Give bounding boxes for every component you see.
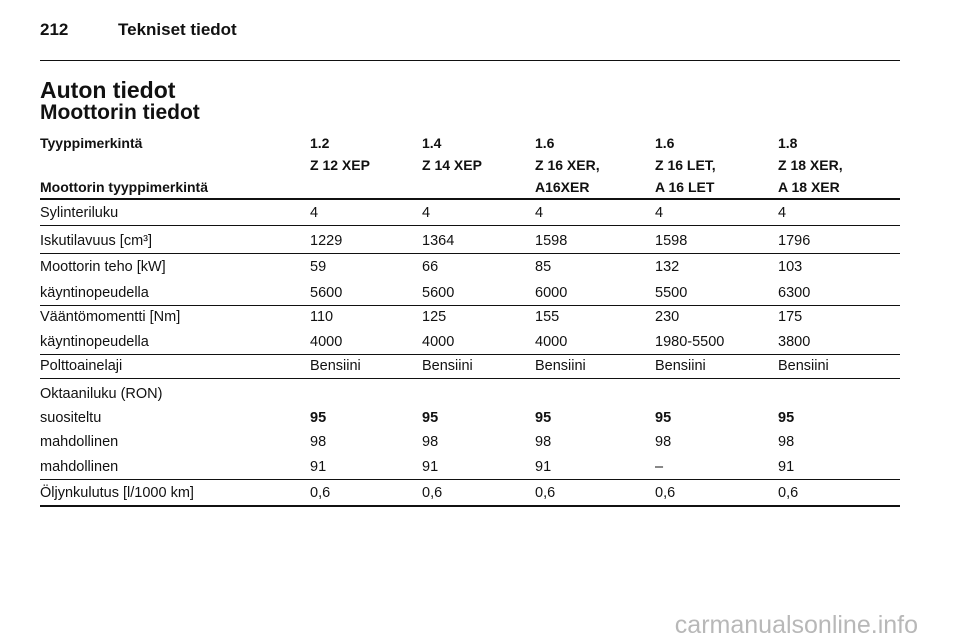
table-cell: 0,6 [535, 485, 556, 501]
table-cell: 95 [535, 410, 552, 426]
table-cell: 4000 [535, 334, 568, 350]
table-cell: 98 [310, 434, 327, 450]
table-cell: 6300 [778, 285, 811, 301]
row-label: Vääntömomentti [Nm] [40, 309, 181, 325]
table-cell: 1364 [422, 233, 455, 249]
table-header: 1.4 [422, 135, 442, 151]
engine-code: Z 18 XER, A 18 XER [778, 157, 843, 195]
table-cell: 175 [778, 309, 803, 325]
table-header: Moottorin tyyppimerkintä [40, 179, 209, 195]
table-cell: 132 [655, 259, 680, 275]
table-cell: 91 [778, 459, 795, 475]
table-cell: 1229 [310, 233, 343, 249]
table-cell: 0,6 [655, 485, 676, 501]
table-cell: 91 [422, 459, 439, 475]
table-cell: 98 [778, 434, 795, 450]
title: Auton tiedot [40, 77, 176, 103]
table-rule [40, 225, 900, 226]
table-header: 1.6 [655, 135, 675, 151]
table-rule [40, 198, 900, 200]
table-rule [40, 305, 900, 306]
table-rule [40, 505, 900, 507]
section-title: Tekniset tiedot [118, 20, 237, 39]
table-header: 1.8 [778, 135, 798, 151]
table-cell: 4 [655, 205, 664, 221]
table-header: 1.2 [310, 135, 330, 151]
table-cell: 5500 [655, 285, 688, 301]
table-cell: Bensiini [778, 358, 829, 374]
table-rule [40, 479, 900, 480]
table-cell: 103 [778, 259, 803, 275]
page-number: 212 [40, 20, 69, 39]
table-cell: 0,6 [422, 485, 443, 501]
engine-code: Z 16 LET, A 16 LET [655, 157, 716, 195]
table-cell: 98 [535, 434, 552, 450]
header-rule [40, 60, 900, 61]
table-cell: 4000 [422, 334, 455, 350]
table-cell: 5600 [422, 285, 455, 301]
table-cell: 4 [422, 205, 431, 221]
table-cell: 5600 [310, 285, 343, 301]
table-cell: 110 [310, 309, 334, 325]
table-cell: 95 [310, 410, 327, 426]
engine-code: Z 16 XER, A16XER [535, 157, 600, 195]
table-cell: 4 [535, 205, 544, 221]
table-cell: 155 [535, 309, 560, 325]
row-label: mahdollinen [40, 459, 119, 475]
table-rule [40, 354, 900, 355]
row-label: suositeltu [40, 410, 102, 426]
row-label: käyntinopeudella [40, 334, 149, 350]
table-cell: 91 [535, 459, 552, 475]
watermark: carmanualsonline.info [674, 611, 918, 639]
table-cell: 125 [422, 309, 447, 325]
row-label: Sylinteriluku [40, 205, 119, 221]
table-rule [40, 378, 900, 379]
table-cell: Bensiini [655, 358, 706, 374]
table-cell: 66 [422, 259, 439, 275]
table-header: Tyyppimerkintä [40, 135, 143, 151]
table-cell: 85 [535, 259, 552, 275]
table-cell: 230 [655, 309, 680, 325]
table-cell: 3800 [778, 334, 811, 350]
row-label: Iskutilavuus [cm³] [40, 233, 152, 249]
row-label: Öljynkulutus [l/1000 km] [40, 485, 194, 501]
row-label: käyntinopeudella [40, 285, 149, 301]
table-cell: 1598 [535, 233, 568, 249]
table-cell: 4 [310, 205, 319, 221]
subtitle: Moottorin tiedot [40, 101, 200, 124]
table-rule [40, 253, 900, 254]
row-label: mahdollinen [40, 434, 119, 450]
table-cell: 98 [422, 434, 439, 450]
row-label: Oktaaniluku (RON) [40, 386, 163, 402]
table-cell: – [655, 459, 664, 475]
table-cell: 1980-5500 [655, 334, 725, 350]
table-cell: 4 [778, 205, 787, 221]
table-cell: 95 [778, 410, 795, 426]
table-cell: 0,6 [778, 485, 799, 501]
table-cell: 91 [310, 459, 327, 475]
table-cell: 0,6 [310, 485, 331, 501]
table-cell: Bensiini [310, 358, 361, 374]
table-cell: 4000 [310, 334, 343, 350]
table-cell: 1796 [778, 233, 811, 249]
table-cell: Bensiini [535, 358, 586, 374]
row-label: Moottorin teho [kW] [40, 259, 166, 275]
engine-code: Z 14 XEP [422, 157, 482, 173]
table-cell: 95 [422, 410, 439, 426]
table-cell: Bensiini [422, 358, 473, 374]
table-cell: 1598 [655, 233, 688, 249]
engine-code: Z 12 XEP [310, 157, 370, 173]
table-cell: 95 [655, 410, 672, 426]
table-header: 1.6 [535, 135, 555, 151]
table-cell: 98 [655, 434, 672, 450]
row-label: Polttoainelaji [40, 358, 123, 374]
table-cell: 6000 [535, 285, 568, 301]
table-cell: 59 [310, 259, 327, 275]
